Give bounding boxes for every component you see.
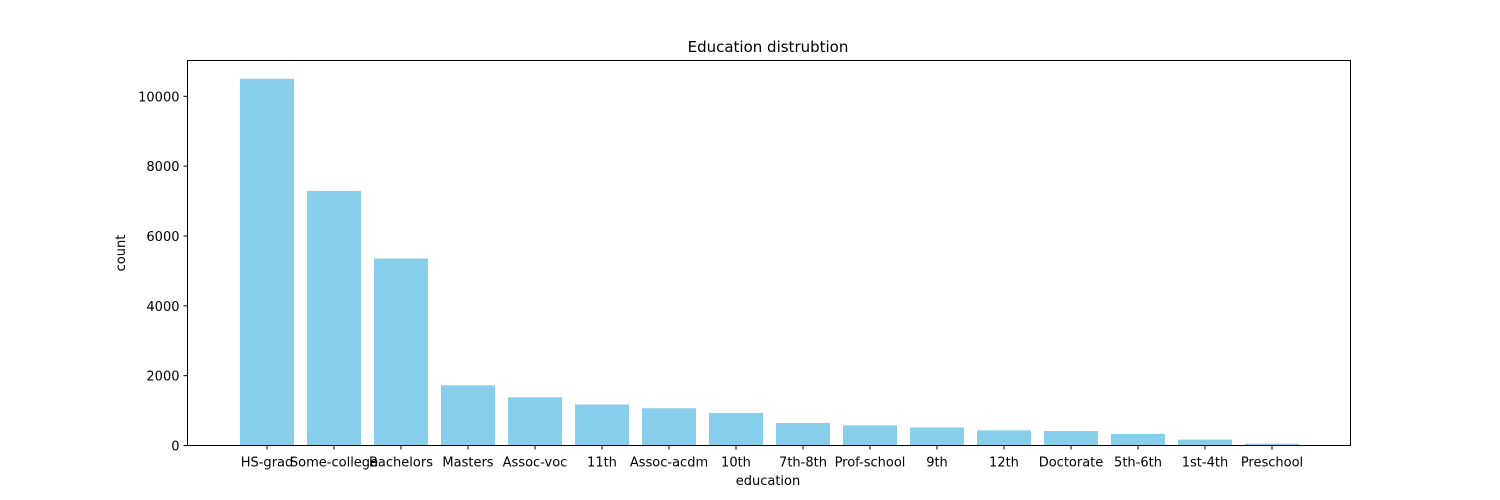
x-tick-label: Assoc-acdm	[630, 456, 708, 471]
y-tick-label: 8000	[146, 160, 179, 175]
x-axis-label: education	[736, 474, 801, 489]
x-tick-label: Bachelors	[369, 456, 433, 471]
bar-9th	[910, 427, 964, 446]
x-tick-label: Masters	[442, 456, 493, 471]
bar-assoc-voc	[508, 397, 562, 446]
bar-1st-4th	[1178, 439, 1232, 446]
bar-bachelors	[374, 258, 428, 446]
y-axis-label: count	[114, 235, 129, 272]
bar-12th	[977, 430, 1031, 446]
x-tick-label: 7th-8th	[779, 456, 827, 471]
y-tick-label: 10000	[138, 90, 179, 105]
y-tick-label: 4000	[146, 300, 179, 315]
bar-prof-school	[843, 425, 897, 446]
bar-5th-6th	[1111, 433, 1165, 446]
x-tick-label: 10th	[721, 456, 751, 471]
y-axis-ticks: 0 2000 4000 6000 8000 10000	[138, 90, 188, 455]
x-tick-label: Doctorate	[1039, 456, 1104, 471]
x-tick-label: Assoc-voc	[503, 456, 568, 471]
x-tick-label: 5th-6th	[1114, 456, 1162, 471]
plot-frame	[187, 60, 1351, 446]
bar-11th	[575, 404, 629, 446]
x-tick-label: Some-college	[290, 456, 378, 471]
y-tick-label: 2000	[146, 370, 179, 385]
x-tick-label: Preschool	[1241, 456, 1303, 471]
x-tick-label: 1st-4th	[1182, 456, 1228, 471]
y-tick-label: 0	[171, 440, 179, 455]
x-tick-label: 9th	[926, 456, 948, 471]
x-tick-label: HS-grad	[241, 456, 294, 471]
x-tick-label: 11th	[587, 456, 617, 471]
y-tick-label: 6000	[146, 230, 179, 245]
chart-title: Education distrubtion	[688, 38, 849, 56]
x-tick-label: Prof-school	[835, 456, 906, 471]
bar-preschool	[1245, 443, 1299, 446]
bar-masters	[441, 385, 495, 446]
bars-group	[240, 78, 1299, 446]
bar-7th-8th	[776, 422, 830, 446]
bar-doctorate	[1044, 431, 1098, 446]
bar-assoc-acdm	[642, 408, 696, 446]
x-tick-label: 12th	[989, 456, 1019, 471]
bar-10th	[709, 412, 763, 446]
bar-hs-grad	[240, 78, 294, 446]
bar-some-college	[307, 190, 361, 446]
